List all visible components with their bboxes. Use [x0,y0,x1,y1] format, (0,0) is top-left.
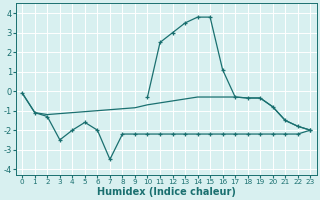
X-axis label: Humidex (Indice chaleur): Humidex (Indice chaleur) [97,187,236,197]
